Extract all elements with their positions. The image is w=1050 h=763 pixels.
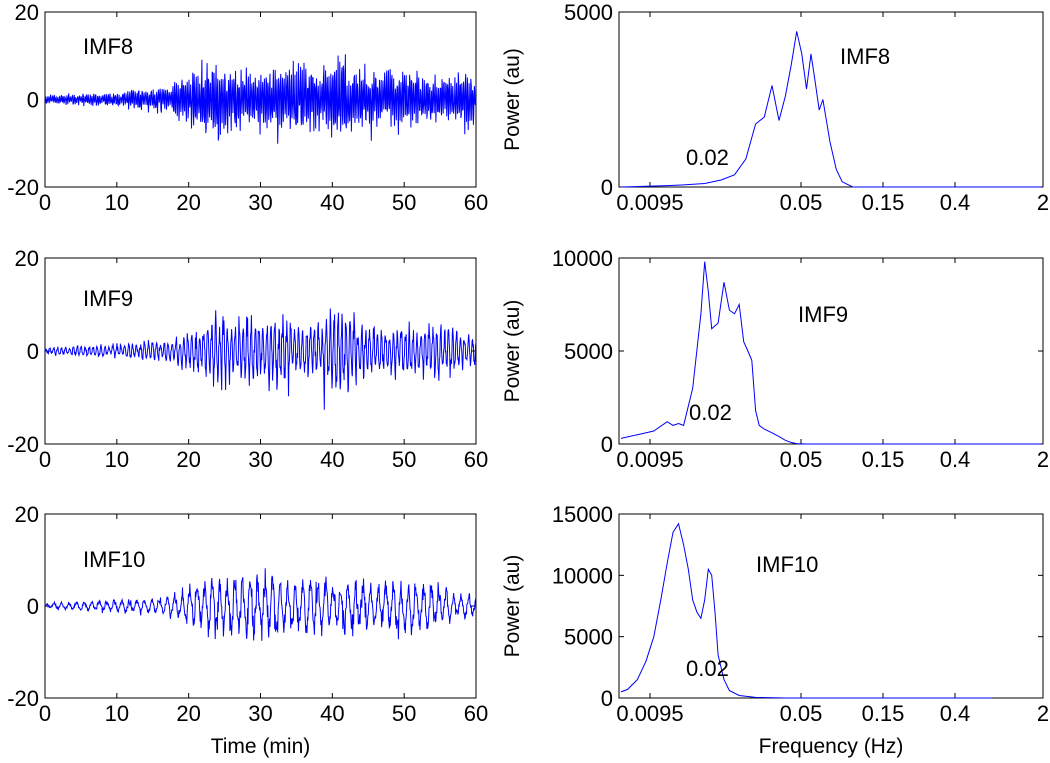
imf9-time-xtick-label: 60 <box>464 447 488 472</box>
imf9-spectrum-xtick-label: 0.05 <box>780 447 823 472</box>
imf9-time-ytick-label: -20 <box>7 432 39 457</box>
imf9-spectrum-freq-label: 0.02 <box>689 400 732 425</box>
imf10-spectrum-xtick-label: 0.05 <box>780 701 823 726</box>
imf10-spectrum-ytick-label: 0 <box>601 686 613 711</box>
imf9-time-xtick-label: 50 <box>392 447 416 472</box>
imf8-spectrum-freq-label: 0.02 <box>686 145 729 170</box>
imf10-spectrum-series-line <box>620 522 993 699</box>
imf10-time-xtick-label: 50 <box>392 701 416 726</box>
imf8-time-annotation: IMF8 <box>83 34 133 59</box>
imf10-spectrum-ylabel: Power (au) <box>501 555 524 658</box>
imf10-spectrum-annotation: IMF10 <box>756 552 818 577</box>
imf10-time-ytick-label: -20 <box>7 686 39 711</box>
imf8-spectrum-xtick-label: 0.05 <box>780 190 823 215</box>
imf9-time-xtick-label: 40 <box>320 447 344 472</box>
imf10-time-xtick-label: 0 <box>39 701 51 726</box>
imf9-spectrum-ytick-label: 0 <box>601 432 613 457</box>
imf8-spectrum-xtick-label: 0.15 <box>862 190 905 215</box>
imf8-spectrum-ytick-label: 0 <box>601 175 613 200</box>
imf9-spectrum-xtick-label: 2 <box>1037 447 1049 472</box>
imf10-spectrum-freq-label: 0.02 <box>686 656 729 681</box>
imf9-time-ytick-label: 20 <box>15 246 39 271</box>
imf9-time-xtick-label: 0 <box>39 447 51 472</box>
imf8-time-ytick-label: 0 <box>27 88 39 113</box>
imf9-spectrum-xtick-label: 0.0095 <box>616 447 683 472</box>
imf10-time-axes-frame <box>44 513 477 699</box>
imf8-spectrum-series-line <box>620 31 1041 188</box>
imf8-time-xtick-label: 40 <box>320 190 344 215</box>
imf10-spectrum-ytick-label: 10000 <box>552 563 613 588</box>
imf8-spectrum-ytick-label: 5000 <box>564 0 613 25</box>
imf9-spectrum-ytick-label: 10000 <box>552 246 613 271</box>
imf8-spectrum-annotation: IMF8 <box>840 44 890 69</box>
imf9-time-annotation: IMF9 <box>83 286 133 311</box>
imf8-time-xtick-label: 10 <box>105 190 129 215</box>
imf9-time-xtick-label: 30 <box>248 447 272 472</box>
imf10-spectrum-xtick-label: 2 <box>1037 701 1049 726</box>
imf8-time-xtick-label: 0 <box>39 190 51 215</box>
imf9-spectrum-ytick-label: 5000 <box>564 339 613 364</box>
imf8-time-xtick-label: 30 <box>248 190 272 215</box>
imf10-time-ytick-label: 0 <box>27 594 39 619</box>
imf9-spectrum-annotation: IMF9 <box>798 302 848 327</box>
imf10-spectrum-axes-frame <box>618 513 1044 699</box>
imf9-time-ytick-label: 0 <box>27 339 39 364</box>
imf8-spectrum-ylabel: Power (au) <box>501 48 524 151</box>
imf10-spectrum-panel: 0 5000 10000 15000 0.0095 0.05 0.15 0.4 2 IMF10 0.… <box>501 502 1049 758</box>
imf10-time-xtick-label: 30 <box>248 701 272 726</box>
imf8-spectrum-axes-frame <box>618 11 1044 188</box>
imf9-spectrum-xtick-label: 0.4 <box>940 447 971 472</box>
imf9-spectrum-axes-frame <box>618 257 1044 445</box>
imf8-spectrum-xtick-label: 0.0095 <box>616 190 683 215</box>
imf10-time-xtick-label: 40 <box>320 701 344 726</box>
imf10-time-xlabel: Time (min) <box>211 735 311 758</box>
imf9-spectrum-panel: 0 5000 10000 0.0095 0.05 0.15 0.4 2 IMF9 0.02 Powe… <box>501 246 1049 472</box>
imf9-time-xtick-label: 20 <box>176 447 200 472</box>
imf9-time-series-line <box>44 308 477 410</box>
imf10-time-xtick-label: 20 <box>176 701 200 726</box>
imf10-time-series-line <box>44 568 477 641</box>
imf9-time-xtick-label: 10 <box>105 447 129 472</box>
imf10-spectrum-ytick-label: 15000 <box>552 502 613 527</box>
imf10-spectrum-xtick-label: 0.15 <box>862 701 905 726</box>
imf10-spectrum-xlabel: Frequency (Hz) <box>759 735 904 758</box>
imf10-time-ytick-label: 20 <box>15 502 39 527</box>
imf9-spectrum-ylabel: Power (au) <box>501 300 524 403</box>
imf8-spectrum-xtick-label: 0.4 <box>940 190 971 215</box>
imf8-time-xtick-label: 50 <box>392 190 416 215</box>
imf8-spectrum-panel: 0 5000 0.0095 0.05 0.15 0.4 2 IMF8 0.02 Power (au… <box>501 0 1049 215</box>
imf10-spectrum-ytick-label: 5000 <box>564 625 613 650</box>
imf10-spectrum-xtick-label: 0.0095 <box>616 701 683 726</box>
imf9-spectrum-xtick-label: 0.15 <box>862 447 905 472</box>
imf10-time-xtick-label: 10 <box>105 701 129 726</box>
imf8-spectrum-xtick-label: 2 <box>1037 190 1049 215</box>
imf9-spectrum-series-line <box>620 261 1041 445</box>
imf10-time-annotation: IMF10 <box>83 547 145 572</box>
imf8-time-ytick-label: 20 <box>15 0 39 25</box>
imf8-time-xtick-label: 20 <box>176 190 200 215</box>
imf10-time-xtick-label: 60 <box>464 701 488 726</box>
imf8-time-xtick-label: 60 <box>464 190 488 215</box>
imf8-time-series-line <box>44 54 477 144</box>
imf10-spectrum-xtick-label: 0.4 <box>940 701 971 726</box>
imf8-time-ytick-label: -20 <box>7 175 39 200</box>
